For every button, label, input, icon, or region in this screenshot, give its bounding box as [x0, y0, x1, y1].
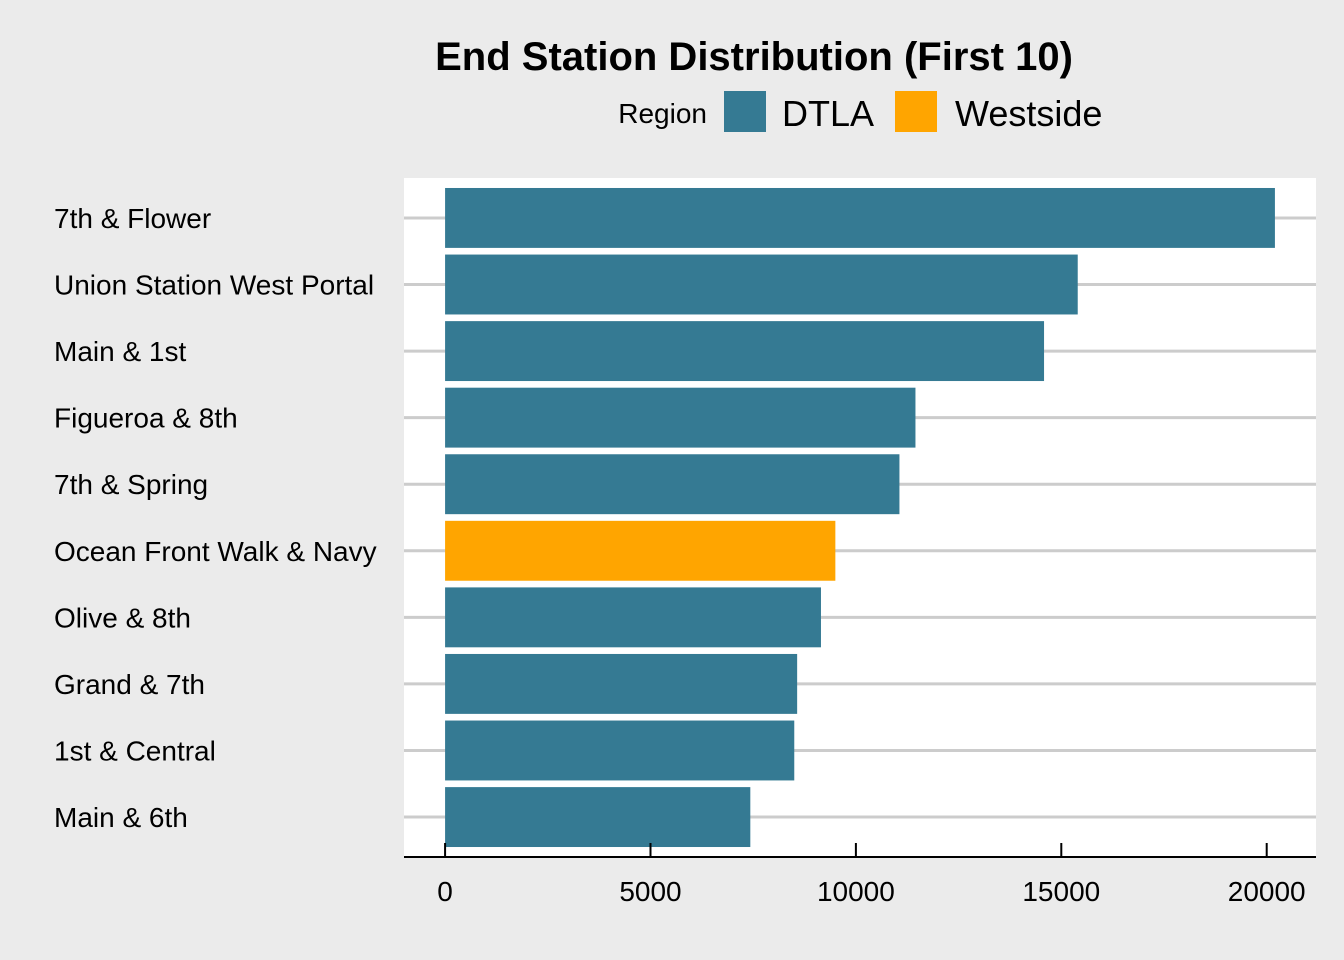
x-axis-ticks: 0 5000 10000 15000 20000 [437, 843, 1306, 907]
bar [445, 720, 795, 781]
bars [445, 187, 1275, 848]
category-label: 1st & Central [54, 735, 216, 766]
category-label: Union Station West Portal [54, 270, 374, 301]
legend-title: Region [618, 98, 707, 129]
category-label: Main & 1st [54, 336, 186, 367]
bar [445, 787, 751, 848]
bar [445, 653, 798, 714]
bar [445, 587, 821, 648]
category-label: 7th & Spring [54, 469, 208, 500]
legend: Region DTLA Westside [618, 91, 1102, 134]
category-label: Grand & 7th [54, 669, 205, 700]
category-label: Figueroa & 8th [54, 403, 238, 434]
category-label: Olive & 8th [54, 602, 191, 633]
bar [445, 454, 900, 515]
x-tick-label: 15000 [1022, 876, 1100, 907]
category-label: Ocean Front Walk & Navy [54, 536, 377, 567]
x-tick-label: 0 [437, 876, 453, 907]
x-tick-label: 10000 [817, 876, 895, 907]
chart-title: End Station Distribution (First 10) [435, 35, 1073, 79]
legend-swatch-dtla [724, 91, 766, 132]
x-tick-label: 5000 [619, 876, 681, 907]
category-labels: 7th & Flower Union Station West Portal Mai… [54, 203, 377, 833]
bar [445, 520, 836, 581]
legend-label-dtla: DTLA [782, 93, 874, 134]
category-label: 7th & Flower [54, 203, 211, 234]
bar [445, 187, 1275, 248]
bar [445, 387, 916, 448]
category-label: Main & 6th [54, 802, 188, 833]
legend-swatch-westside [895, 91, 937, 132]
x-tick-label: 20000 [1228, 876, 1306, 907]
legend-label-westside: Westside [955, 93, 1102, 134]
bar [445, 321, 1045, 382]
bar [445, 254, 1078, 315]
